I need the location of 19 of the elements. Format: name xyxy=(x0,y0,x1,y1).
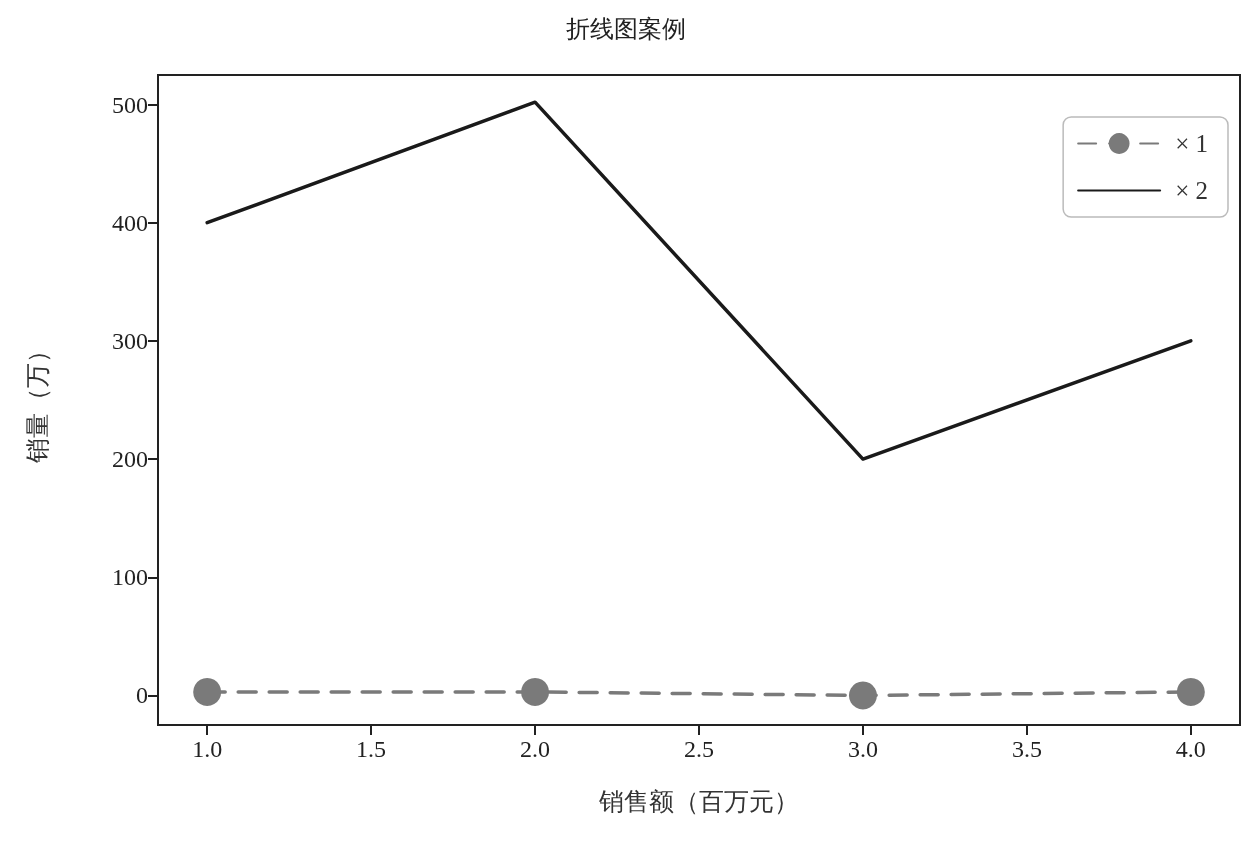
x-tick-label: 1.5 xyxy=(356,736,387,762)
x-tick-label: 3.5 xyxy=(1011,736,1042,762)
y-tick-label: 300 xyxy=(112,327,148,354)
y-tick-label: 400 xyxy=(112,209,148,236)
x-tick-label: 4.0 xyxy=(1175,736,1206,762)
y-axis-title: 销量（万） xyxy=(23,337,52,464)
y-tick-label: 100 xyxy=(112,564,148,591)
y-tick-label: 0 xyxy=(136,682,148,709)
legend-label: × 1 xyxy=(1175,130,1209,157)
y-tick-label: 200 xyxy=(112,446,148,473)
x-tick-label: 2.5 xyxy=(684,736,714,762)
y-tick-label: 500 xyxy=(112,91,148,118)
x-axis-title: 销售额（百万元） xyxy=(598,787,799,816)
chart-title: 折线图案例 xyxy=(566,15,686,43)
x-tick-label: 3.0 xyxy=(847,736,878,762)
x-tick-label: 2.0 xyxy=(520,736,551,762)
legend-label: × 2 xyxy=(1175,177,1209,204)
line-series xyxy=(205,100,1193,461)
x-tick-label: 1.0 xyxy=(192,736,223,762)
